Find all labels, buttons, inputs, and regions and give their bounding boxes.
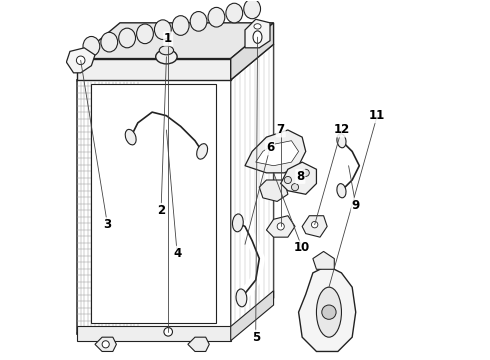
Ellipse shape [317,287,342,337]
Text: 6: 6 [266,141,274,154]
Text: 11: 11 [369,109,385,122]
Ellipse shape [172,16,189,35]
Ellipse shape [208,8,225,27]
Circle shape [277,223,284,230]
Ellipse shape [253,31,262,43]
Ellipse shape [190,12,207,31]
Polygon shape [77,59,231,80]
Ellipse shape [159,46,173,55]
Polygon shape [245,130,306,173]
Ellipse shape [154,20,171,40]
Ellipse shape [83,36,100,56]
Polygon shape [267,216,295,237]
Text: 5: 5 [251,331,260,344]
Circle shape [302,169,309,176]
Ellipse shape [236,289,247,307]
Text: 10: 10 [294,241,310,255]
Ellipse shape [125,129,136,145]
Circle shape [312,221,318,228]
Text: 1: 1 [164,32,172,45]
Ellipse shape [137,24,153,44]
Ellipse shape [119,28,136,48]
Ellipse shape [101,32,118,52]
Ellipse shape [244,0,261,19]
Ellipse shape [337,134,346,148]
Text: 3: 3 [103,218,112,231]
Circle shape [292,184,298,191]
Polygon shape [313,251,334,269]
Polygon shape [188,337,209,351]
Polygon shape [256,141,298,166]
Polygon shape [245,19,270,48]
Text: 2: 2 [157,204,165,217]
Polygon shape [77,80,231,334]
Circle shape [322,305,336,319]
Circle shape [102,341,109,348]
Polygon shape [77,327,231,341]
Ellipse shape [232,214,243,232]
Circle shape [164,328,172,336]
Text: 12: 12 [333,123,349,136]
Text: 4: 4 [173,247,181,260]
Polygon shape [281,162,317,194]
Polygon shape [66,48,95,73]
Polygon shape [259,180,288,202]
Ellipse shape [254,24,261,29]
Polygon shape [231,291,273,341]
Ellipse shape [196,144,208,159]
Text: 9: 9 [352,198,360,212]
Ellipse shape [226,3,243,23]
Polygon shape [77,23,273,59]
Polygon shape [231,23,273,80]
Ellipse shape [337,184,346,198]
Text: 7: 7 [277,123,285,136]
Polygon shape [302,216,327,237]
Polygon shape [231,44,273,334]
Circle shape [284,176,292,184]
Text: 8: 8 [296,170,304,183]
Polygon shape [95,337,117,351]
Polygon shape [92,84,217,323]
Ellipse shape [156,50,177,64]
Circle shape [76,56,85,64]
Polygon shape [298,266,356,351]
